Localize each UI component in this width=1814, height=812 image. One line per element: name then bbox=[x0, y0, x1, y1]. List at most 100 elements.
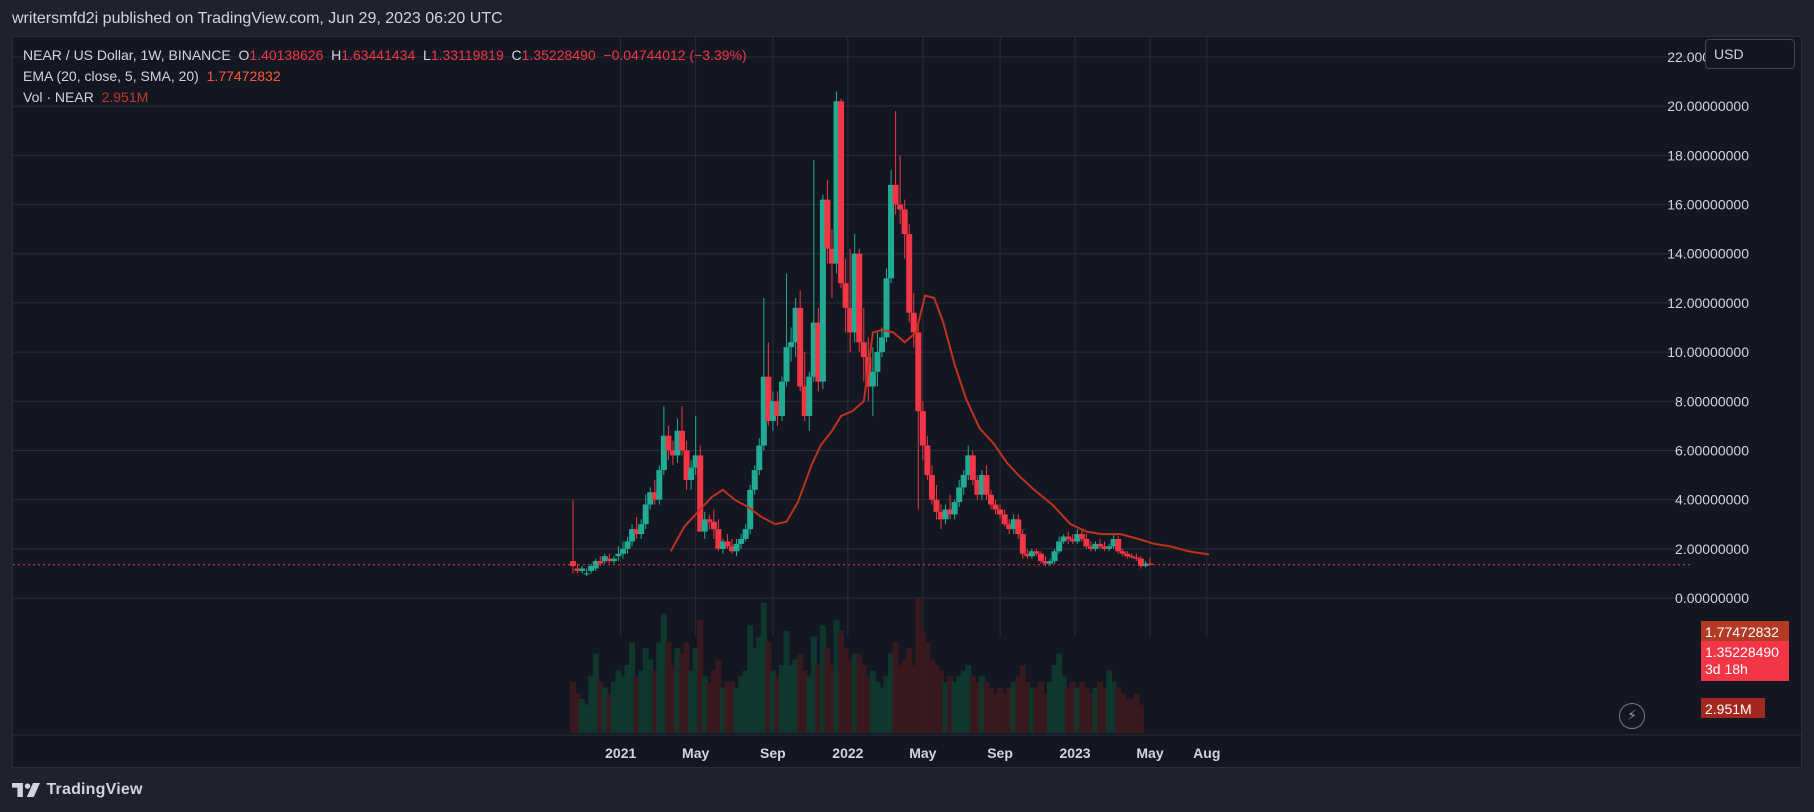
open-label: O bbox=[238, 47, 250, 63]
bar-countdown: 3d 18h bbox=[1705, 661, 1748, 677]
volume-bar bbox=[833, 619, 840, 733]
candle-body bbox=[869, 371, 876, 387]
volume-bar bbox=[1119, 693, 1126, 733]
candle-body bbox=[638, 524, 645, 535]
tradingview-logo-icon bbox=[12, 783, 40, 797]
last-price-tag: 1.35228490 3d 18h bbox=[1701, 641, 1789, 681]
candle-body bbox=[1124, 553, 1131, 557]
candlestick-chart[interactable]: 22.0000000020.0000000018.0000000016.0000… bbox=[13, 37, 1803, 769]
legend-row-ema[interactable]: EMA (20, close, 5, SMA, 20) 1.77472832 bbox=[23, 66, 747, 87]
volume-bar bbox=[1137, 704, 1144, 733]
candle-body bbox=[692, 455, 699, 468]
candle-body bbox=[960, 475, 967, 488]
candle-body bbox=[951, 502, 958, 515]
candle-body bbox=[729, 546, 736, 552]
volume-bar bbox=[660, 614, 667, 733]
volume-bar bbox=[633, 676, 640, 733]
y-tick-label: 12.00000000 bbox=[1667, 295, 1749, 311]
footer[interactable]: TradingView bbox=[12, 781, 143, 805]
volume-bar bbox=[1024, 682, 1031, 733]
candle-body bbox=[606, 558, 613, 562]
candle-body bbox=[774, 401, 781, 417]
chart-frame[interactable]: 22.0000000020.0000000018.0000000016.0000… bbox=[12, 36, 1803, 769]
volume-bar bbox=[956, 676, 963, 733]
candle-body bbox=[978, 475, 985, 495]
volume-bar bbox=[738, 676, 745, 733]
volume-bar bbox=[1037, 682, 1044, 733]
x-tick-label: Aug bbox=[1193, 745, 1220, 761]
candle-body bbox=[892, 184, 899, 205]
candle-body bbox=[633, 529, 640, 535]
candle-body bbox=[674, 430, 681, 456]
volume-bar bbox=[665, 642, 672, 733]
volume-label: Vol · NEAR bbox=[23, 89, 94, 105]
candle-body bbox=[1101, 546, 1108, 549]
candle-body bbox=[738, 538, 745, 544]
volume-bar bbox=[574, 693, 581, 733]
candle-body bbox=[1006, 524, 1013, 530]
volume-bar bbox=[960, 670, 967, 733]
volume-bar bbox=[715, 659, 722, 733]
volume-bar bbox=[1087, 693, 1094, 733]
volume-bar bbox=[769, 670, 776, 733]
volume-bar bbox=[901, 659, 908, 733]
volume-bar bbox=[579, 699, 586, 733]
candle-body bbox=[815, 322, 822, 382]
candle-body bbox=[987, 494, 994, 505]
candle-body bbox=[942, 509, 949, 520]
volume-bar bbox=[583, 704, 590, 733]
volume-bar bbox=[592, 653, 599, 733]
volume-bar bbox=[774, 676, 781, 733]
volume-bar bbox=[638, 670, 645, 733]
candle-body bbox=[579, 568, 586, 571]
volume-bar bbox=[706, 682, 713, 733]
candle-body bbox=[1083, 538, 1090, 547]
legend-row-volume[interactable]: Vol · NEAR 2.951M bbox=[23, 87, 747, 108]
candle-body bbox=[915, 332, 922, 412]
volume-bar bbox=[597, 682, 604, 733]
candle-body bbox=[1010, 519, 1017, 530]
candle-body bbox=[760, 376, 767, 446]
volume-bar bbox=[1078, 682, 1085, 733]
candle-body bbox=[1087, 546, 1094, 549]
legend-row-ohlc: NEAR / US Dollar, 1W, BINANCE O1.4013862… bbox=[23, 45, 747, 66]
volume-bar bbox=[883, 676, 890, 733]
candle-body bbox=[933, 499, 940, 512]
lightning-clock-icon[interactable]: ⚡ bbox=[1619, 703, 1645, 729]
volume-bar bbox=[1074, 687, 1081, 733]
volume-bar bbox=[619, 676, 626, 733]
x-tick-label: May bbox=[1136, 745, 1163, 761]
candle-body bbox=[783, 347, 790, 382]
candle-body bbox=[1042, 561, 1049, 564]
candle-body bbox=[1051, 551, 1058, 562]
volume-bar bbox=[906, 648, 913, 733]
candle-body bbox=[965, 455, 972, 476]
candle-body bbox=[1056, 541, 1063, 552]
candle-body bbox=[669, 450, 676, 456]
candle-body bbox=[765, 376, 772, 421]
volume-bar bbox=[733, 687, 740, 733]
candle-body bbox=[901, 209, 908, 235]
candle-body bbox=[1060, 536, 1067, 542]
volume-bar bbox=[629, 642, 636, 733]
candle-body bbox=[1065, 536, 1072, 539]
volume-bar bbox=[760, 602, 767, 733]
symbol-label[interactable]: NEAR / US Dollar, 1W, BINANCE bbox=[23, 47, 231, 63]
candle-body bbox=[1069, 538, 1076, 542]
candle-body bbox=[910, 312, 917, 333]
y-tick-label: 14.00000000 bbox=[1667, 246, 1749, 262]
x-tick-label: May bbox=[909, 745, 936, 761]
volume-bar bbox=[724, 682, 731, 733]
volume-bar bbox=[987, 687, 994, 733]
currency-button[interactable]: USD bbox=[1705, 39, 1795, 69]
volume-bar bbox=[601, 687, 608, 733]
volume-value: 2.951M bbox=[101, 89, 149, 105]
candle-body bbox=[1097, 543, 1104, 547]
close-value: 1.35228490 bbox=[521, 47, 596, 63]
volume-bar bbox=[647, 659, 654, 733]
high-value: 1.63441434 bbox=[341, 47, 416, 63]
volume-bar bbox=[1097, 682, 1104, 733]
candle-body bbox=[1037, 553, 1044, 562]
candle-body bbox=[1137, 558, 1144, 567]
volume-bar bbox=[983, 682, 990, 733]
